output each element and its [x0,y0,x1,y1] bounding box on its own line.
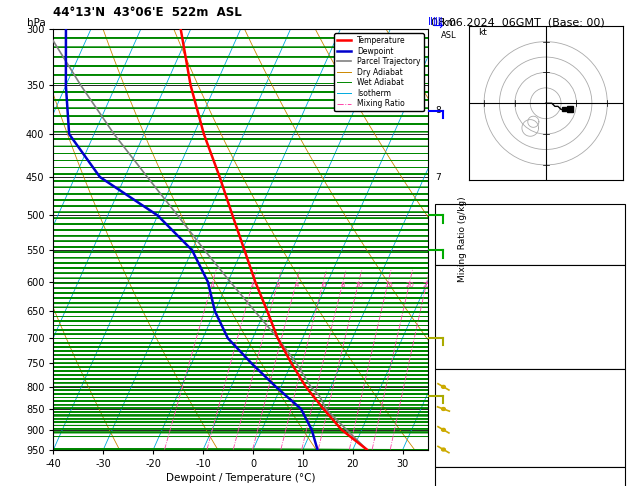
Text: 5: 5 [435,246,441,255]
Text: Hodograph: Hodograph [501,470,559,480]
Text: ASL: ASL [441,31,457,40]
Text: 3: 3 [435,334,441,343]
Text: 2: 2 [435,382,441,391]
Legend: Temperature, Dewpoint, Parcel Trajectory, Dry Adiabat, Wet Adiabat, Isotherm, Mi: Temperature, Dewpoint, Parcel Trajectory… [335,33,424,111]
Text: Pressure (mb): Pressure (mb) [441,389,508,398]
Text: 6: 6 [321,282,326,288]
Text: 10: 10 [354,282,363,288]
Text: 8: 8 [341,282,345,288]
Text: 22.8: 22.8 [598,284,619,294]
Text: 1.83: 1.83 [598,247,619,257]
Text: 45: 45 [607,230,619,239]
Text: 3: 3 [276,282,281,288]
Text: CIN (J): CIN (J) [441,451,470,460]
Text: 20: 20 [405,282,414,288]
Text: θₑ(K): θₑ(K) [441,312,464,322]
Text: Surface: Surface [509,269,550,278]
Text: 44°13'N  43°06'E  522m  ASL: 44°13'N 43°06'E 522m ASL [53,6,242,18]
Text: Totals Totals: Totals Totals [441,230,498,239]
Text: 25: 25 [423,282,431,288]
Text: Lifted Index: Lifted Index [441,327,497,336]
Text: 4: 4 [294,282,299,288]
Text: 954: 954 [601,389,619,398]
Text: 258: 258 [601,435,619,445]
Text: 328: 328 [601,404,619,414]
Text: Mixing Ratio (g/kg): Mixing Ratio (g/kg) [458,196,467,282]
Bar [435,369,625,467]
Text: 0: 0 [613,451,619,460]
Text: CAPE (J): CAPE (J) [441,435,479,445]
X-axis label: Dewpoint / Temperature (°C): Dewpoint / Temperature (°C) [166,473,315,483]
Text: 19: 19 [607,213,619,222]
Text: -1: -1 [610,327,619,336]
Text: PW (cm): PW (cm) [441,247,481,257]
Bar [435,204,625,265]
Text: 258: 258 [601,341,619,350]
Text: CAPE (J): CAPE (J) [441,341,479,350]
Text: km: km [441,18,456,28]
Text: 12.9: 12.9 [598,298,619,308]
Text: CIN (J): CIN (J) [441,355,470,364]
Text: 4: 4 [435,278,441,286]
Text: -1: -1 [610,420,619,429]
Text: Temp (°C): Temp (°C) [441,284,488,294]
Text: 2: 2 [251,282,255,288]
Text: →: → [432,19,443,33]
Text: 08.06.2024  06GMT  (Base: 00): 08.06.2024 06GMT (Base: 00) [431,17,604,27]
Text: 1: 1 [210,282,215,288]
Text: 6: 6 [435,211,441,220]
Text: Lifted Index: Lifted Index [441,420,497,429]
Text: 328: 328 [601,312,619,322]
Text: LCL: LCL [435,391,449,400]
Text: hPa: hPa [27,18,46,28]
Text: 15: 15 [384,282,392,288]
Text: ⅡⅡⅡ: ⅡⅡⅡ [428,17,442,27]
Text: 8: 8 [435,106,441,115]
Text: K: K [441,213,447,222]
Text: Dewp (°C): Dewp (°C) [441,298,489,308]
Text: 7: 7 [435,173,441,182]
Text: kt: kt [478,29,487,37]
Text: 0: 0 [613,355,619,364]
Text: 1: 1 [435,445,441,454]
Bar [435,467,625,486]
Bar [435,265,625,369]
Text: Most Unstable: Most Unstable [491,373,569,382]
Text: θₑ (K): θₑ (K) [441,404,467,414]
Text: © weatheronline.co.uk: © weatheronline.co.uk [482,472,578,481]
